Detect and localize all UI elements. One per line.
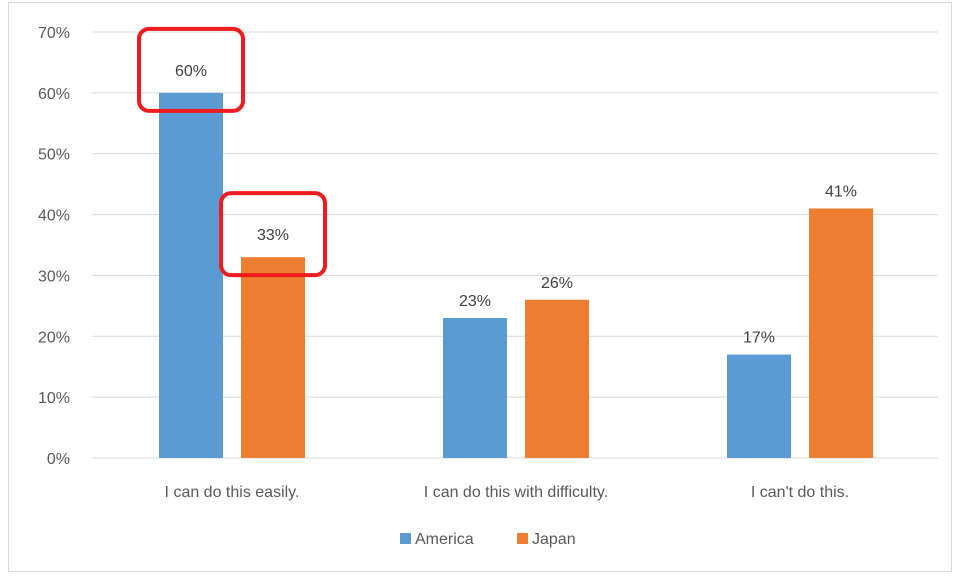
highlight-boxes [137,26,327,278]
y-tick-label: 70% [38,25,70,42]
category-label: I can do this easily. [165,484,300,501]
bars [159,92,873,458]
y-tick-label: 60% [38,86,70,103]
y-tick-label: 50% [38,147,70,164]
y-tick-label: 20% [38,329,70,346]
y-tick-label: 10% [38,390,70,407]
data-label: 41% [825,183,857,200]
legend-swatch-america [400,533,411,544]
highlight-box [219,191,327,278]
data-label: 23% [459,293,491,310]
bar-america-3 [727,354,791,458]
data-label: 33% [257,227,289,244]
data-labels: 60% 23% 17% 33% 26% 41% [175,63,857,347]
legend-label-japan: Japan [532,531,576,548]
data-label: 17% [743,330,775,347]
legend: America Japan [400,531,576,548]
highlight-box [137,26,245,113]
legend-swatch-japan [517,533,528,544]
bar-japan-3 [809,208,873,458]
gridlines [92,31,938,459]
y-tick-label: 30% [38,268,70,285]
data-label: 26% [541,275,573,292]
bar-america-2 [443,318,507,458]
category-label: I can't do this. [751,484,849,501]
y-tick-label: 40% [38,208,70,225]
bar-japan-1 [241,257,305,458]
bar-america-1 [159,92,223,458]
legend-label-america: America [415,531,474,548]
y-axis-ticks: 0% 10% 20% 30% 40% 50% 60% 70% [38,25,70,468]
y-tick-label: 0% [47,451,70,468]
data-label: 60% [175,63,207,80]
bar-japan-2 [525,299,589,458]
x-axis-categories: I can do this easily. I can do this with … [165,484,850,501]
category-label: I can do this with difficulty. [424,484,608,501]
